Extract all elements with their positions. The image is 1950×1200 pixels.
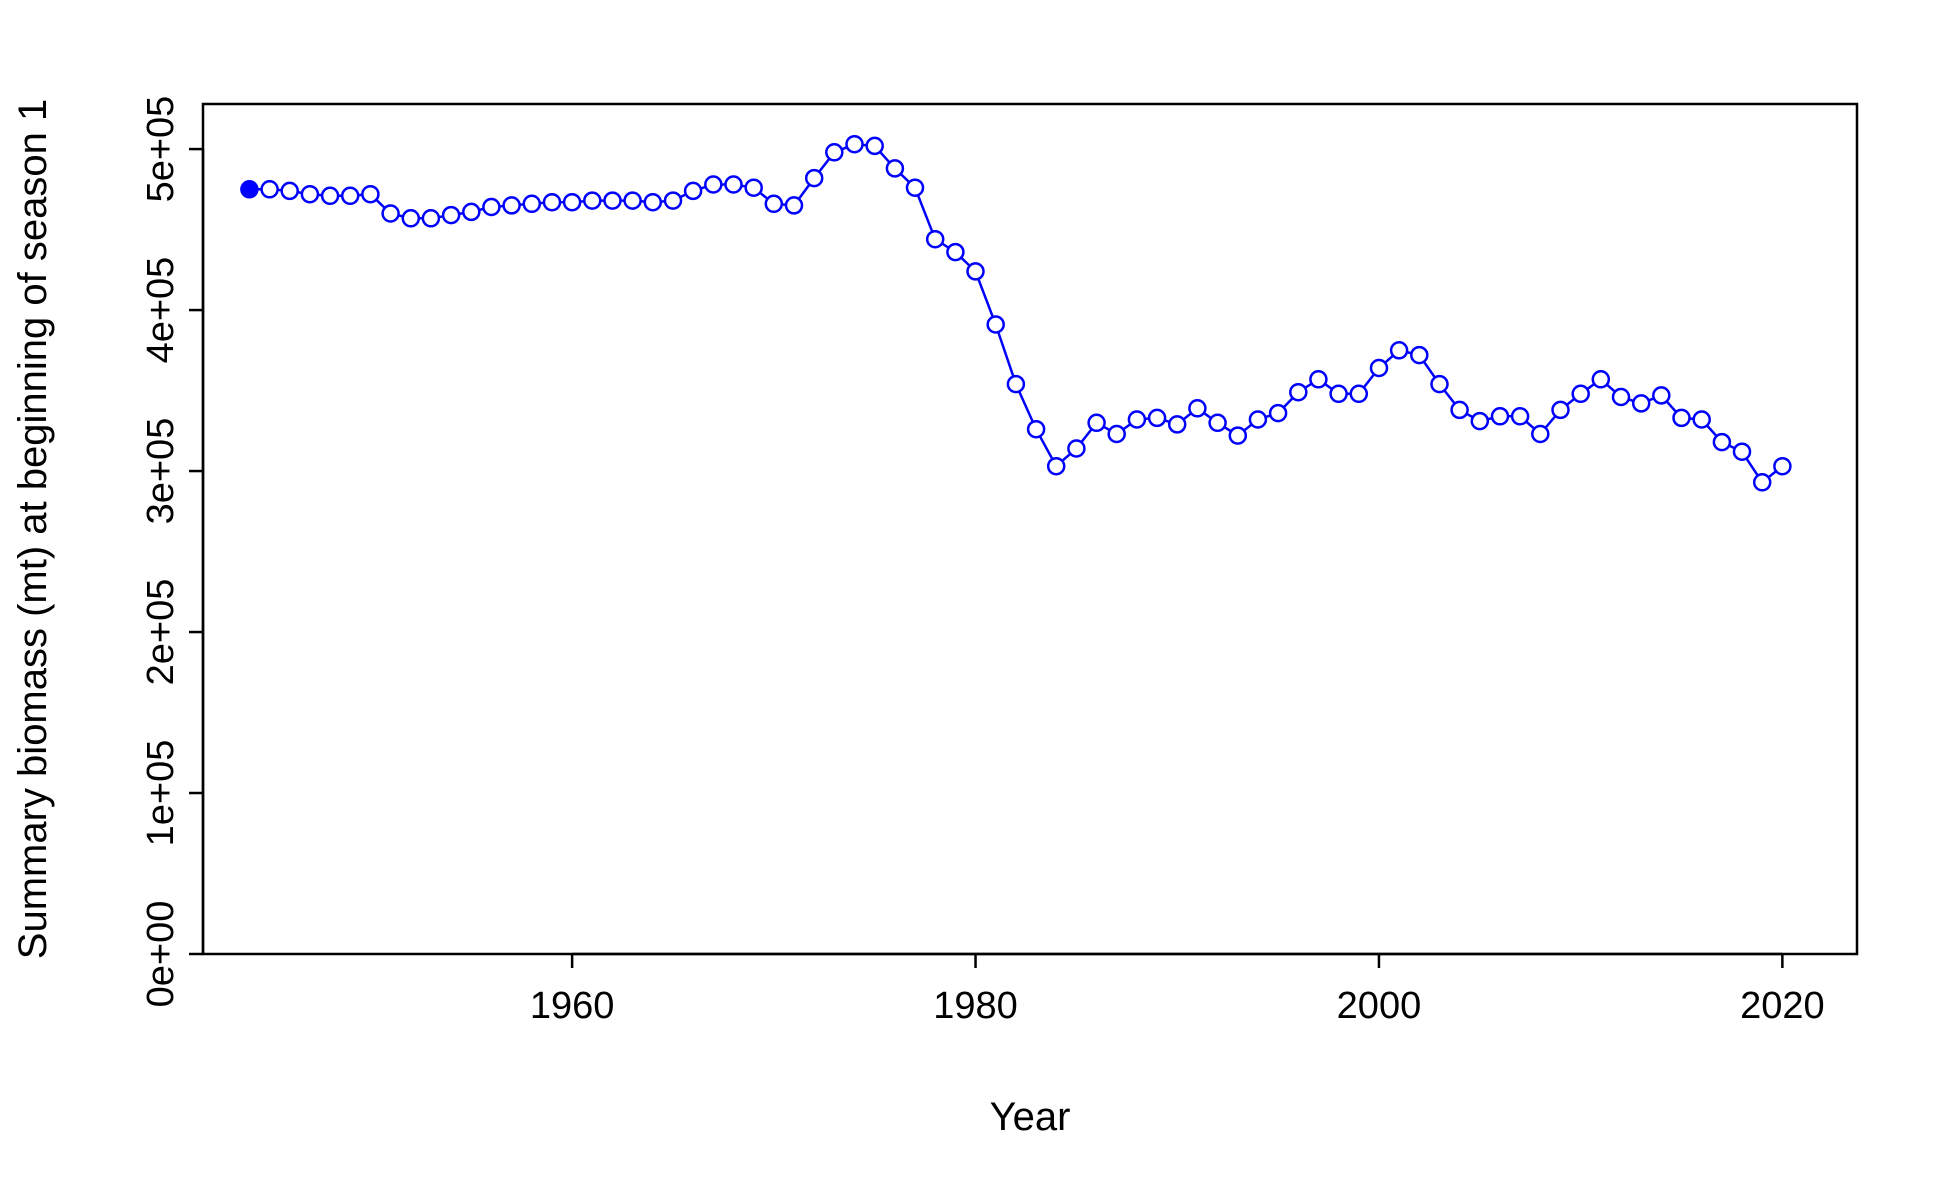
data-point: [1087, 413, 1106, 433]
data-point: [865, 136, 884, 156]
data-point: [1551, 400, 1570, 420]
data-point: [562, 192, 582, 212]
data-point: [1147, 408, 1167, 428]
data-point: [925, 229, 945, 249]
data-point: [1712, 432, 1732, 452]
data-point: [401, 209, 421, 228]
data-point-initial: [240, 180, 259, 199]
data-point: [522, 194, 542, 214]
data-point: [462, 202, 481, 222]
data-point: [1248, 410, 1268, 429]
data-point: [1167, 415, 1187, 434]
x-axis-title: Year: [990, 1095, 1071, 1139]
x-tick-label: 2020: [1740, 985, 1825, 1027]
data-point: [1611, 387, 1631, 407]
data-point: [764, 194, 784, 214]
data-point: [1309, 370, 1328, 389]
data-point: [1571, 384, 1590, 404]
data-point: [825, 143, 844, 162]
data-point: [1026, 419, 1046, 439]
data-point: [1732, 442, 1752, 461]
data-point: [381, 204, 400, 223]
data-point: [1410, 345, 1429, 365]
data-point: [340, 186, 360, 206]
data-point: [804, 168, 824, 188]
data-point: [1188, 399, 1207, 418]
plot-frame: [201, 102, 1859, 956]
data-point: [966, 262, 985, 281]
data-point: [1289, 382, 1308, 402]
data-point: [1652, 386, 1671, 405]
data-point: [946, 242, 965, 262]
y-tick-label: 4e+05: [140, 257, 182, 364]
data-point: [1067, 439, 1086, 458]
y-axis-title: Summary biomass (mt) at beginning of sea…: [11, 99, 55, 959]
data-point: [1490, 407, 1510, 426]
y-axis: 0e+00 1e+05 2e+05 3e+05 4e+05 5e+05: [140, 96, 205, 1008]
data-point: [1127, 410, 1147, 429]
data-point: [623, 191, 642, 210]
data-point: [1692, 410, 1711, 429]
data-point: [1510, 407, 1530, 426]
data-point: [1107, 424, 1126, 444]
data-point: [1631, 394, 1651, 413]
data-point: [724, 175, 743, 194]
data-point: [502, 196, 521, 215]
data-point: [663, 191, 683, 210]
data-point: [1208, 413, 1227, 433]
y-tick-label: 1e+05: [140, 740, 182, 847]
data-point: [1591, 370, 1611, 389]
data-point: [986, 315, 1005, 334]
data-point: [1389, 341, 1409, 360]
data-point: [845, 134, 864, 154]
data-point: [1046, 456, 1066, 476]
data-point: [1430, 374, 1449, 394]
data-point: [1773, 456, 1792, 476]
data-point: [1531, 424, 1550, 444]
y-tick-label: 5e+05: [140, 96, 182, 203]
data-point: [704, 175, 723, 194]
data-point: [280, 181, 299, 201]
x-tick-label: 1960: [530, 985, 615, 1027]
data-point: [1228, 426, 1248, 445]
data-point: [441, 205, 461, 225]
data-point: [542, 192, 562, 212]
data-point: [482, 197, 501, 217]
y-tick-label: 2e+05: [140, 579, 182, 686]
data-point: [421, 209, 441, 228]
y-tick-label: 3e+05: [140, 418, 182, 525]
data-point: [260, 180, 279, 199]
data-point: [320, 186, 340, 206]
data-point: [784, 196, 804, 215]
data-point: [583, 191, 602, 210]
data-point: [643, 192, 663, 212]
data-point: [1470, 411, 1490, 431]
data-point: [361, 184, 380, 204]
data-point: [1006, 374, 1026, 394]
data-point: [1349, 384, 1369, 404]
data-point: [603, 191, 622, 210]
x-tick-label: 2000: [1337, 985, 1422, 1027]
data-point: [1268, 403, 1288, 423]
data-point: [905, 178, 925, 197]
x-tick-label: 1980: [933, 985, 1018, 1027]
data-point: [1329, 384, 1348, 404]
data-point: [1450, 400, 1469, 420]
y-tick-label: 0e+00: [140, 901, 182, 1008]
data-point: [885, 159, 905, 178]
data-point: [300, 184, 320, 204]
series-points: [240, 134, 1792, 492]
data-point: [1752, 473, 1772, 492]
data-point: [744, 178, 763, 197]
data-point: [1672, 408, 1691, 428]
data-point: [1369, 358, 1389, 378]
x-axis: 1960 1980 2000 2020: [530, 952, 1825, 1027]
data-point: [683, 181, 703, 201]
series-line: [249, 142, 1784, 485]
